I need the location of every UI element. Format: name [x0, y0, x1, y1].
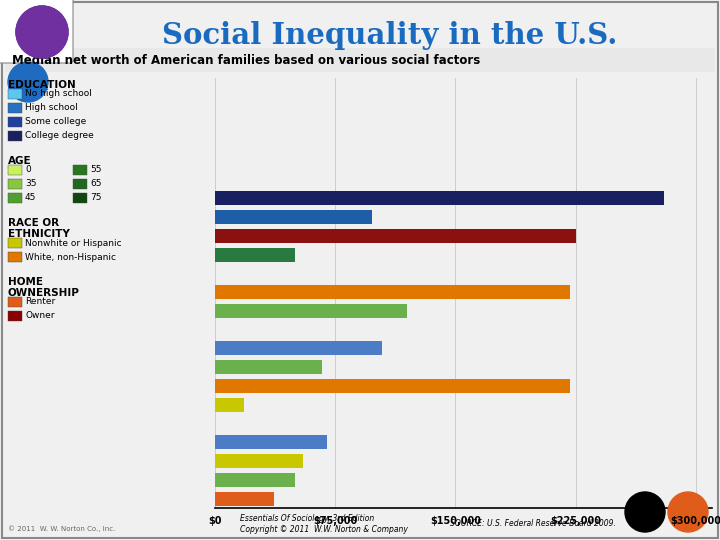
Text: AGE: AGE [8, 156, 32, 166]
Text: EDUCATION: EDUCATION [8, 80, 76, 90]
Bar [73, 179, 87, 189]
Text: Nonwhite or Hispanic: Nonwhite or Hispanic [25, 239, 122, 247]
Bar [215, 398, 244, 412]
Bar [215, 379, 570, 393]
Text: Social Inequality in the U.S.: Social Inequality in the U.S. [162, 21, 618, 50]
Bar [215, 341, 382, 355]
Bar [8, 117, 22, 127]
Text: $0: $0 [208, 516, 222, 526]
Bar [8, 238, 22, 248]
Bar [215, 304, 408, 318]
Text: High school: High school [25, 104, 78, 112]
FancyBboxPatch shape [0, 0, 73, 63]
Circle shape [16, 6, 68, 58]
Text: $225,000: $225,000 [550, 516, 601, 526]
Bar [8, 103, 22, 113]
Bar [215, 248, 295, 262]
Bar [8, 311, 22, 321]
Text: $150,000: $150,000 [430, 516, 481, 526]
Text: © 2011  W. W. Norton Co., Inc.: © 2011 W. W. Norton Co., Inc. [8, 525, 115, 532]
Bar [5, 48, 715, 72]
Bar [8, 193, 22, 203]
Bar [215, 210, 372, 224]
Bar [8, 165, 22, 175]
Text: RACE OR: RACE OR [8, 218, 59, 228]
Text: Essentials Of Sociology, 3rd Edition
Copyright © 2011  W.W. Norton & Company: Essentials Of Sociology, 3rd Edition Cop… [240, 514, 408, 534]
Bar [215, 229, 576, 243]
Circle shape [668, 492, 708, 532]
Text: SOURCE: U.S. Federal Reserve Board 2009.: SOURCE: U.S. Federal Reserve Board 2009. [450, 519, 616, 529]
Text: $75,000: $75,000 [313, 516, 357, 526]
Bar [215, 435, 327, 449]
Text: $300,000: $300,000 [670, 516, 720, 526]
Text: 0: 0 [25, 165, 31, 174]
Text: Median net worth of American families based on various social factors: Median net worth of American families ba… [12, 53, 480, 66]
Text: 75: 75 [90, 193, 102, 202]
Bar [8, 252, 22, 262]
Circle shape [8, 62, 48, 102]
Text: HOME: HOME [8, 277, 43, 287]
Text: ETHNICITY: ETHNICITY [8, 229, 70, 239]
Bar [8, 89, 22, 99]
Text: 65: 65 [90, 179, 102, 188]
Circle shape [625, 492, 665, 532]
Bar [215, 454, 303, 468]
Text: White, non-Hispanic: White, non-Hispanic [25, 253, 116, 261]
Bar [73, 193, 87, 203]
Text: Owner: Owner [25, 312, 55, 321]
Text: College degree: College degree [25, 132, 94, 140]
Text: Some college: Some college [25, 118, 86, 126]
Bar [215, 285, 570, 299]
Text: 35: 35 [25, 179, 37, 188]
Text: No high school: No high school [25, 90, 92, 98]
Text: 55: 55 [90, 165, 102, 174]
Text: OWNERSHIP: OWNERSHIP [8, 288, 80, 298]
Bar [215, 360, 323, 374]
Bar [215, 473, 295, 487]
Text: 45: 45 [25, 193, 37, 202]
Circle shape [16, 6, 68, 58]
Bar [73, 165, 87, 175]
Bar [8, 179, 22, 189]
Bar [8, 131, 22, 141]
Bar [8, 297, 22, 307]
Bar [215, 492, 274, 506]
Text: Renter: Renter [25, 298, 55, 307]
Bar [215, 191, 664, 205]
